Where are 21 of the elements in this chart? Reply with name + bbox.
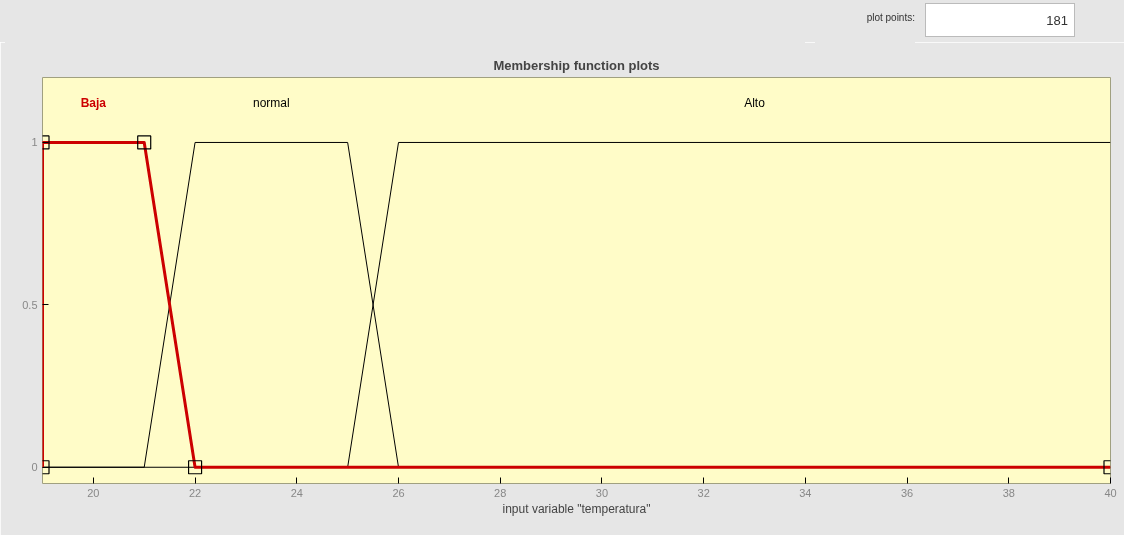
x-tick-label: 26 [392,486,405,499]
text: Alto [744,95,766,110]
x-tick-label: 24 [290,486,303,499]
y-tick-label: 0.5 [22,298,38,311]
text: plot points: [866,11,915,25]
x-tick-label: 40 [1104,486,1117,499]
x-tick-label: 30 [595,486,609,499]
y-tick-label: 1 [31,136,38,149]
x-tick-label: 28 [494,486,507,499]
chart-title: Membership function plots [493,57,660,73]
text: Baja [80,95,107,110]
x-tick-label: 20 [87,486,100,499]
x-tick-label: 38 [1002,486,1015,499]
x-axis-title: input variable "temperatura" [502,501,651,516]
x-tick-label: 32 [697,486,710,499]
x-tick-label: 34 [799,486,812,499]
text: normal [253,95,290,110]
x-tick-label: 36 [900,486,914,499]
y-tick-label: 0 [31,461,38,474]
text: 181 [1046,12,1068,30]
x-tick-label: 22 [188,486,202,499]
